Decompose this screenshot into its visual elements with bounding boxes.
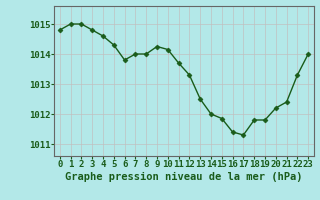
X-axis label: Graphe pression niveau de la mer (hPa): Graphe pression niveau de la mer (hPa)	[65, 172, 303, 182]
